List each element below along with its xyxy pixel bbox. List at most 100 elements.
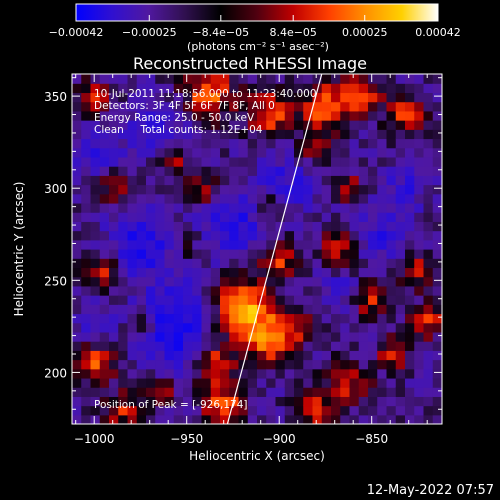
heatmap-cell — [321, 359, 332, 370]
heatmap-cell — [109, 267, 119, 278]
heatmap-cell — [164, 249, 175, 259]
heatmap-cell — [349, 359, 360, 370]
y-tick-label: 250 — [44, 274, 67, 288]
heatmap-cell — [220, 230, 230, 241]
heatmap-cell — [358, 295, 369, 305]
heatmap-cell — [146, 202, 156, 213]
heatmap-cell — [395, 350, 406, 361]
heatmap-cell — [136, 166, 147, 176]
heatmap-cell — [312, 110, 323, 121]
heatmap-cell — [423, 276, 434, 287]
heatmap-cell — [395, 359, 406, 370]
heatmap-cell — [405, 405, 415, 416]
heatmap-cell — [257, 249, 267, 259]
heatmap-cell — [432, 202, 442, 213]
heatmap-cell — [146, 313, 156, 324]
heatmap-cell — [349, 322, 360, 333]
heatmap-cell — [220, 359, 230, 370]
heatmap-cell — [303, 359, 314, 370]
heatmap-cell — [294, 258, 304, 269]
heatmap-cell — [201, 92, 212, 103]
heatmap-cell — [220, 92, 230, 103]
heatmap-cell — [349, 156, 360, 167]
heatmap-cell — [432, 396, 442, 407]
heatmap-cell — [321, 414, 332, 424]
heatmap-cell — [321, 156, 332, 167]
heatmap-cell — [127, 83, 138, 94]
heatmap-cell — [321, 74, 332, 84]
heatmap-cell — [349, 276, 360, 287]
heatmap-cell — [201, 147, 212, 158]
heatmap-cell — [81, 258, 92, 269]
heatmap-cell — [229, 212, 240, 222]
heatmap-cell — [368, 405, 378, 416]
heatmap-cell — [146, 166, 156, 176]
heatmap-cell — [164, 221, 175, 232]
heatmap-cell — [386, 396, 397, 407]
heatmap-cell — [118, 138, 129, 149]
heatmap-cell — [312, 138, 323, 149]
heatmap-cell — [90, 212, 101, 222]
heatmap-cell — [340, 377, 351, 388]
heatmap-cell — [192, 193, 203, 204]
heatmap-cell — [423, 110, 434, 121]
heatmap-cell — [340, 322, 351, 333]
heatmap-cell — [247, 295, 258, 305]
heatmap-cell — [368, 414, 378, 424]
heatmap-cell — [386, 221, 397, 232]
heatmap-cell — [294, 92, 304, 103]
heatmap-cell — [257, 92, 267, 103]
heatmap-cell — [164, 341, 175, 351]
heatmap-cell — [109, 221, 119, 232]
heatmap-cell — [423, 212, 434, 222]
heatmap-cell — [340, 341, 351, 351]
heatmap-cell — [201, 304, 212, 315]
heatmap-cell — [432, 405, 442, 416]
heatmap-cell — [81, 193, 92, 204]
heatmap-cell — [192, 285, 203, 296]
heatmap-cell — [377, 212, 388, 222]
heatmap-cell — [136, 396, 147, 407]
heatmap-cell — [303, 156, 314, 167]
heatmap-cell — [72, 156, 82, 167]
heatmap-cell — [377, 331, 388, 342]
heatmap-cell — [349, 166, 360, 176]
heatmap-cell — [210, 331, 221, 342]
heatmap-cell — [173, 341, 184, 351]
heatmap-cell — [395, 331, 406, 342]
heatmap-cell — [81, 92, 92, 103]
heatmap-cell — [340, 74, 351, 84]
heatmap-cell — [118, 239, 129, 250]
heatmap-cell — [183, 304, 193, 315]
heatmap-cell — [72, 387, 82, 397]
heatmap-cell — [72, 129, 82, 140]
colorbar-unit-label: (photons cm⁻² s⁻¹ asec⁻²) — [187, 40, 329, 53]
heatmap-cell — [183, 129, 193, 140]
heatmap-cell — [81, 322, 92, 333]
heatmap-cell — [90, 313, 101, 324]
heatmap-cell — [146, 138, 156, 149]
heatmap-cell — [284, 295, 295, 305]
heatmap-cell — [136, 304, 147, 315]
heatmap-cell — [238, 230, 249, 241]
heatmap-cell — [81, 166, 92, 176]
heatmap-cell — [257, 341, 267, 351]
heatmap-cell — [303, 396, 314, 407]
heatmap-cell — [136, 387, 147, 397]
heatmap-cell — [432, 221, 442, 232]
heatmap-cell — [257, 147, 267, 158]
heatmap-cell — [72, 359, 82, 370]
heatmap-cell — [395, 322, 406, 333]
heatmap-cell — [173, 267, 184, 278]
heatmap-cell — [109, 285, 119, 296]
heatmap-cell — [173, 239, 184, 250]
heatmap-cell — [414, 322, 425, 333]
heatmap-cell — [72, 368, 82, 379]
heatmap-cell — [201, 138, 212, 149]
heatmap-cell — [127, 239, 138, 250]
heatmap-cell — [432, 74, 442, 84]
heatmap-cell — [275, 147, 286, 158]
heatmap-cell — [192, 202, 203, 213]
heatmap-cell — [146, 83, 156, 94]
heatmap-cell — [247, 341, 258, 351]
